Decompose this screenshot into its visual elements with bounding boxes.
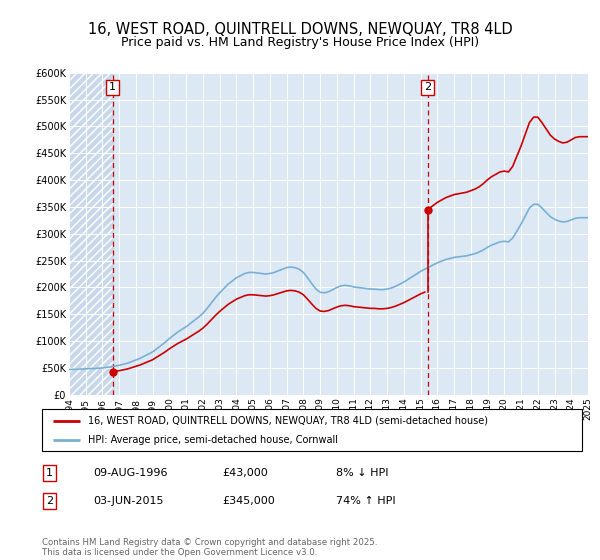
Text: HPI: Average price, semi-detached house, Cornwall: HPI: Average price, semi-detached house,…: [88, 435, 338, 445]
Text: Price paid vs. HM Land Registry's House Price Index (HPI): Price paid vs. HM Land Registry's House …: [121, 36, 479, 49]
Text: 74% ↑ HPI: 74% ↑ HPI: [336, 496, 395, 506]
Text: 09-AUG-1996: 09-AUG-1996: [93, 468, 167, 478]
Text: 03-JUN-2015: 03-JUN-2015: [93, 496, 163, 506]
Text: 1: 1: [46, 468, 53, 478]
Text: 16, WEST ROAD, QUINTRELL DOWNS, NEWQUAY, TR8 4LD: 16, WEST ROAD, QUINTRELL DOWNS, NEWQUAY,…: [88, 22, 512, 38]
Text: 2: 2: [46, 496, 53, 506]
Text: £345,000: £345,000: [222, 496, 275, 506]
FancyBboxPatch shape: [42, 409, 582, 451]
Text: Contains HM Land Registry data © Crown copyright and database right 2025.
This d: Contains HM Land Registry data © Crown c…: [42, 538, 377, 557]
Text: 2: 2: [424, 82, 431, 92]
Text: 1: 1: [109, 82, 116, 92]
Text: 8% ↓ HPI: 8% ↓ HPI: [336, 468, 389, 478]
Bar: [69, 73, 113, 395]
Text: £43,000: £43,000: [222, 468, 268, 478]
Text: 16, WEST ROAD, QUINTRELL DOWNS, NEWQUAY, TR8 4LD (semi-detached house): 16, WEST ROAD, QUINTRELL DOWNS, NEWQUAY,…: [88, 416, 488, 426]
Bar: [69, 73, 113, 395]
